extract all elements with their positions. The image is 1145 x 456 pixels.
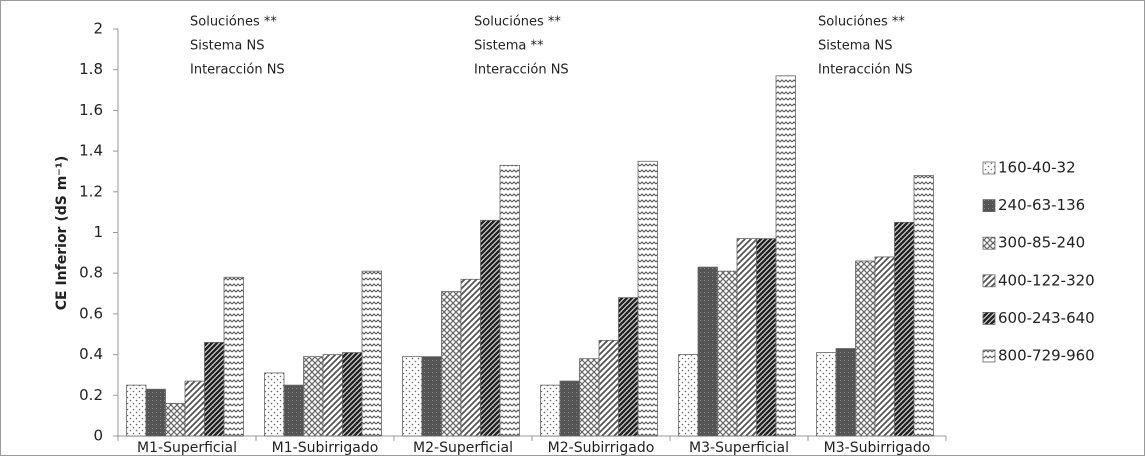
bar bbox=[618, 297, 639, 437]
bar bbox=[913, 175, 934, 437]
bar bbox=[540, 384, 561, 437]
x-tick-label: M1-Superficial bbox=[137, 440, 237, 456]
legend-swatch bbox=[982, 161, 996, 175]
annotation: Soluciónes ** bbox=[474, 15, 561, 30]
bar bbox=[204, 341, 225, 437]
bar bbox=[775, 75, 796, 437]
bar bbox=[303, 356, 324, 437]
annotation: Soluciónes ** bbox=[190, 15, 277, 30]
bar bbox=[322, 354, 343, 437]
bar bbox=[165, 403, 186, 437]
bar bbox=[756, 238, 777, 437]
x-tick-label: M3-Superficial bbox=[689, 440, 789, 456]
bar bbox=[361, 270, 382, 437]
bar bbox=[637, 160, 658, 437]
bar bbox=[480, 219, 501, 437]
annotation: Interacción NS bbox=[190, 63, 285, 78]
annotation: Interacción NS bbox=[818, 63, 913, 78]
x-tick-label: M2-Superficial bbox=[413, 440, 513, 456]
bar bbox=[421, 356, 442, 437]
bar bbox=[717, 270, 738, 437]
legend-label: 600-243-640 bbox=[998, 309, 1095, 327]
legend-label: 300-85-240 bbox=[998, 234, 1085, 252]
legend-swatch bbox=[982, 274, 996, 288]
y-axis-label: CE Inferior (dS m⁻¹) bbox=[54, 156, 70, 310]
y-tick-label: 0.8 bbox=[79, 264, 103, 282]
legend-label: 240-63-136 bbox=[998, 196, 1085, 214]
bar bbox=[894, 221, 915, 437]
y-tick-label: 1.2 bbox=[79, 182, 103, 200]
bar bbox=[264, 372, 285, 437]
bar bbox=[697, 266, 718, 437]
annotation: Sistema NS bbox=[818, 39, 892, 54]
y-tick-label: 0.2 bbox=[79, 386, 103, 404]
bar bbox=[499, 164, 520, 437]
bar bbox=[126, 384, 147, 437]
x-tick-label: M1-Subirrigado bbox=[272, 440, 379, 456]
bar bbox=[184, 380, 205, 437]
bar bbox=[598, 339, 619, 437]
annotation: Interacción NS bbox=[474, 63, 569, 78]
bar bbox=[855, 260, 876, 437]
legend-swatch bbox=[982, 236, 996, 250]
x-tick-label: M3-Subirrigado bbox=[824, 440, 931, 456]
bar bbox=[874, 256, 895, 437]
bar bbox=[736, 238, 757, 437]
y-tick-label: 1 bbox=[93, 223, 103, 241]
y-tick-label: 2 bbox=[93, 20, 103, 38]
bar bbox=[402, 356, 423, 437]
legend-swatch bbox=[982, 349, 996, 363]
y-tick-label: 1.4 bbox=[79, 142, 103, 160]
bar bbox=[283, 384, 304, 437]
legend-swatch bbox=[982, 199, 996, 213]
annotation: Sistema ** bbox=[474, 39, 544, 54]
bar bbox=[145, 388, 166, 437]
bar bbox=[579, 358, 600, 437]
legend-swatch bbox=[982, 311, 996, 325]
annotation: Sistema NS bbox=[190, 39, 264, 54]
x-tick-label: M2-Subirrigado bbox=[548, 440, 655, 456]
bar bbox=[342, 352, 363, 437]
legend-label: 800-729-960 bbox=[998, 347, 1095, 365]
bar bbox=[559, 380, 580, 437]
bar bbox=[441, 291, 462, 437]
bar bbox=[816, 352, 837, 437]
bar bbox=[460, 278, 481, 437]
y-tick-label: 0 bbox=[93, 427, 103, 445]
y-tick-label: 0.4 bbox=[79, 345, 103, 363]
legend-label: 160-40-32 bbox=[998, 159, 1076, 177]
bar bbox=[835, 348, 856, 437]
annotation: Soluciónes ** bbox=[818, 15, 905, 30]
legend-label: 400-122-320 bbox=[998, 271, 1095, 289]
y-tick-label: 1.8 bbox=[79, 60, 103, 78]
bar bbox=[223, 276, 244, 437]
y-tick-label: 1.6 bbox=[79, 101, 103, 119]
y-tick-label: 0.6 bbox=[79, 304, 103, 322]
bar bbox=[678, 354, 699, 437]
